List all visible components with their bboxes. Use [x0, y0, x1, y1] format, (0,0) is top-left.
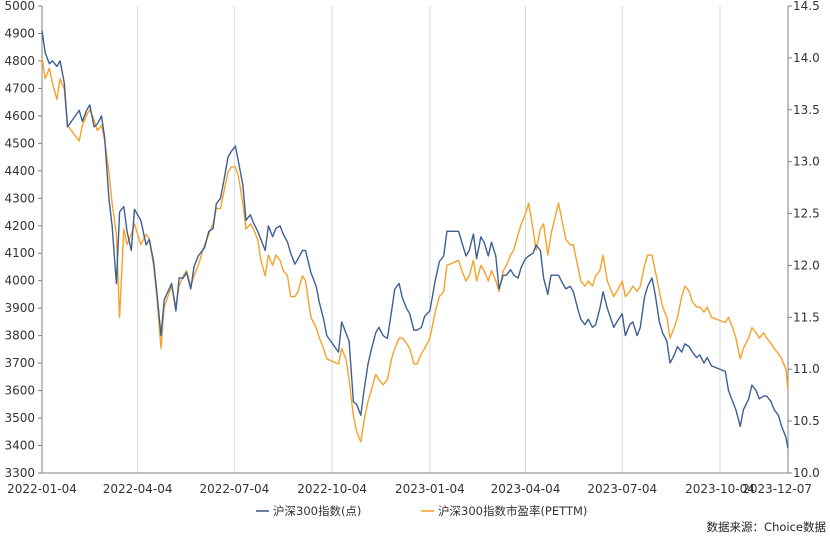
series-line-hs300-index	[41, 30, 789, 449]
x-tick-label: 2022-01-04	[7, 482, 77, 496]
y-tick-label-left: 3500	[4, 411, 35, 425]
series-lines	[41, 30, 789, 449]
y-tick-label-left: 4100	[4, 246, 35, 260]
y-tick-label-left: 4200	[4, 219, 35, 233]
axes	[38, 5, 792, 474]
x-tick-label: 2023-04-04	[491, 482, 561, 496]
y-tick-label-left: 3600	[4, 384, 35, 398]
x-tick-label: 2023-10-04	[685, 482, 755, 496]
legend: 沪深300指数(点) 沪深300指数市盈率(PETTM)	[256, 504, 587, 518]
y-tick-label-right: 11.0	[793, 362, 820, 376]
legend-label-hs300-index: 沪深300指数(点)	[273, 504, 361, 518]
x-tick-label: 2022-04-04	[103, 482, 173, 496]
y-tick-label-right: 12.5	[793, 207, 820, 221]
y-tick-label-left: 4300	[4, 191, 35, 205]
x-tick-label: 2023-07-04	[587, 482, 657, 496]
y-tick-label-left: 3700	[4, 356, 35, 370]
y-tick-label-left: 4400	[4, 164, 35, 178]
y-tick-label-right: 12.0	[793, 258, 820, 272]
y-tick-label-right: 10.5	[793, 414, 820, 428]
legend-label-hs300-pe: 沪深300指数市盈率(PETTM)	[438, 504, 587, 518]
tick-labels: 2022-01-04 2022-04-04 2022-07-04 2022-10-04…	[4, 0, 819, 496]
x-tick-label: 2022-10-04	[297, 482, 367, 496]
grid-lines	[137, 6, 721, 473]
x-tick-label: 2023-12-07	[742, 482, 812, 496]
y-tick-label-left: 3800	[4, 329, 35, 343]
y-tick-label-right: 14.5	[793, 0, 820, 13]
data-source-note: 数据来源：Choice数据	[707, 520, 827, 534]
y-tick-label-left: 4900	[4, 26, 35, 40]
y-tick-label-left: 4500	[4, 136, 35, 150]
y-tick-label-right: 11.5	[793, 310, 820, 324]
y-tick-label-left: 4600	[4, 109, 35, 123]
y-tick-label-right: 13.0	[793, 155, 820, 169]
y-tick-label-left: 4700	[4, 81, 35, 95]
y-tick-label-left: 4800	[4, 54, 35, 68]
series-line-hs300-pe	[41, 57, 789, 443]
y-tick-label-left: 3400	[4, 439, 35, 453]
x-tick-label: 2022-07-04	[199, 482, 269, 496]
y-tick-label-left: 3900	[4, 301, 35, 315]
y-tick-label-left: 5000	[4, 0, 35, 13]
y-tick-label-left: 4000	[4, 274, 35, 288]
y-tick-label-left: 3300	[4, 466, 35, 480]
y-tick-label-right: 13.5	[793, 103, 820, 117]
x-tick-label: 2023-01-04	[395, 482, 465, 496]
y-tick-label-right: 10.0	[793, 466, 820, 480]
y-tick-label-right: 14.0	[793, 51, 820, 65]
